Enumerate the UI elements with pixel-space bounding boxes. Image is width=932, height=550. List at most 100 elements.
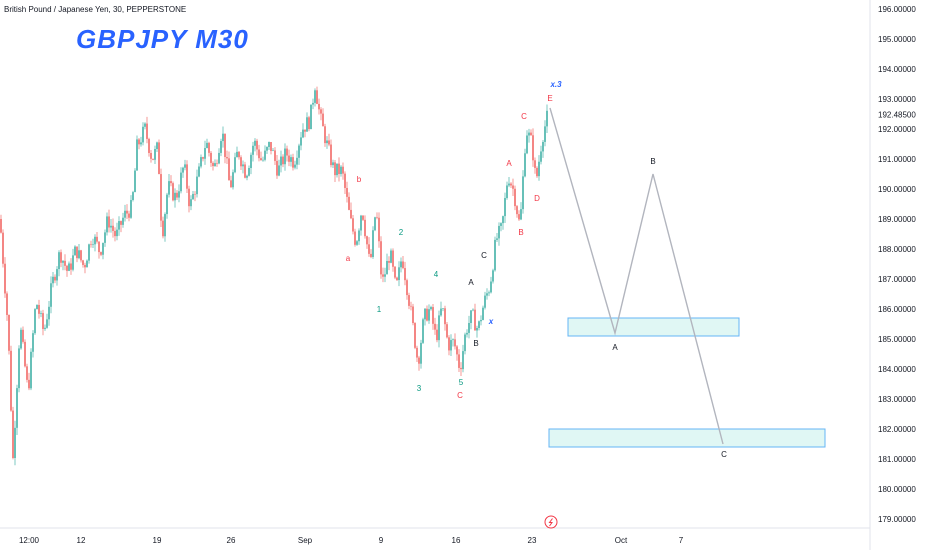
candle-body xyxy=(432,307,434,324)
candle-body xyxy=(318,103,320,110)
candle-body xyxy=(166,194,168,215)
candle-body xyxy=(524,153,526,177)
candle-body xyxy=(214,163,216,167)
candle-body xyxy=(422,319,424,343)
candle-body xyxy=(450,340,452,351)
candle-body xyxy=(18,348,20,389)
candle-body xyxy=(40,313,42,314)
candle-body xyxy=(174,192,176,201)
x-tick-label: 26 xyxy=(227,536,236,545)
x-tick-label: Sep xyxy=(298,536,313,545)
candle-body xyxy=(200,157,202,167)
y-tick-label: 189.00000 xyxy=(878,215,916,224)
candle-body xyxy=(30,351,32,389)
candle-body xyxy=(102,242,104,255)
candle-body xyxy=(216,163,218,164)
candle-body xyxy=(252,145,254,155)
candle-body xyxy=(522,176,524,210)
candle-body xyxy=(54,276,56,281)
candle-body xyxy=(148,138,150,153)
candle-body xyxy=(382,274,384,277)
candle-body xyxy=(22,329,24,342)
candle-body xyxy=(348,196,350,210)
candle-body xyxy=(440,308,442,316)
candle-body xyxy=(52,276,54,284)
candle-body xyxy=(528,132,530,136)
candle-body xyxy=(298,145,300,158)
candle-body xyxy=(84,264,86,268)
candle-body xyxy=(518,214,520,220)
y-tick-label: 179.00000 xyxy=(878,515,916,524)
candle-body xyxy=(86,260,88,268)
time-axis[interactable]: 12:00 12 19 26 Sep 9 16 23 Oct 7 xyxy=(19,536,684,545)
candle-body xyxy=(408,295,410,306)
wave-label: 1 xyxy=(377,305,382,314)
candle-body xyxy=(282,156,284,165)
candle-body xyxy=(484,295,486,308)
candle-body xyxy=(494,239,496,271)
wave-label: 4 xyxy=(434,270,439,279)
candle-body xyxy=(38,304,40,314)
candle-body xyxy=(486,293,488,296)
chart-title: GBPJPY M30 xyxy=(76,24,249,54)
candle-body xyxy=(56,269,58,281)
y-tick-label: 190.00000 xyxy=(878,185,916,194)
candle-body xyxy=(544,126,546,142)
candle-body xyxy=(462,351,464,370)
wave-label: C xyxy=(721,450,727,459)
candle-body xyxy=(94,236,96,245)
candle-body xyxy=(438,315,440,341)
candle-body xyxy=(296,157,298,165)
candle-body xyxy=(292,157,294,168)
candle-body xyxy=(402,261,404,269)
wave-label: b xyxy=(357,175,362,184)
candle-body xyxy=(82,260,84,265)
candle-body xyxy=(512,185,514,189)
y-tick-label: 192.00000 xyxy=(878,125,916,134)
candle-body xyxy=(14,427,16,459)
candle-body xyxy=(546,110,548,127)
candle-body xyxy=(204,148,206,159)
candle-body xyxy=(190,199,192,207)
symbol-header: British Pound / Japanese Yen, 30, PEPPER… xyxy=(4,5,187,14)
candle-body xyxy=(66,265,68,271)
candle-body xyxy=(220,141,222,153)
candle-body xyxy=(322,113,324,127)
candle-body xyxy=(424,308,426,320)
candle-body xyxy=(534,160,536,168)
candle-body xyxy=(350,209,352,219)
candle-body xyxy=(24,341,26,367)
candle-body xyxy=(164,214,166,237)
candle-body xyxy=(182,167,184,173)
candle-body xyxy=(234,157,236,173)
y-tick-label: 188.00000 xyxy=(878,245,916,254)
candle-body xyxy=(228,158,230,181)
candle-body xyxy=(206,142,208,149)
candle-body xyxy=(372,230,374,257)
candle-body xyxy=(300,137,302,146)
tradingview-logo-icon[interactable] xyxy=(544,515,558,529)
price-axis[interactable]: 196.00000 195.00000 194.00000 193.00000 192.… xyxy=(878,5,916,524)
candle-body xyxy=(278,165,280,176)
candle-body xyxy=(268,142,270,147)
candle-body xyxy=(294,164,296,168)
candle-body xyxy=(136,139,138,171)
candle-body xyxy=(364,219,366,237)
candle-body xyxy=(116,229,118,237)
candle-body xyxy=(380,241,382,275)
candle-body xyxy=(334,162,336,176)
projection-line[interactable] xyxy=(549,107,724,445)
candle-body xyxy=(260,158,262,161)
candle-body xyxy=(488,292,490,294)
candle-body xyxy=(230,180,232,188)
wave-label: x xyxy=(488,317,494,326)
candle-body xyxy=(400,261,402,268)
candle-body xyxy=(456,346,458,355)
target-zone[interactable] xyxy=(567,317,740,337)
candle-body xyxy=(180,172,182,192)
target-zone[interactable] xyxy=(548,428,826,448)
y-tick-label: 181.00000 xyxy=(878,455,916,464)
candle-body xyxy=(130,200,132,218)
y-tick-label: 191.00000 xyxy=(878,155,916,164)
